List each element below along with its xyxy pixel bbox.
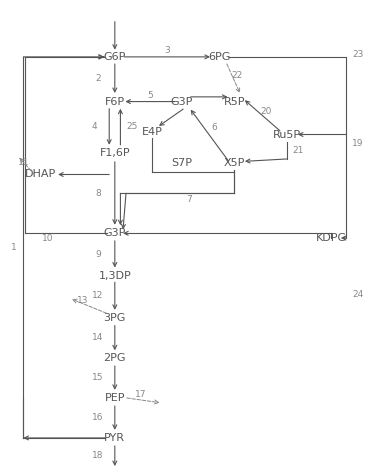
Text: 2PG: 2PG xyxy=(103,353,126,363)
Text: 2: 2 xyxy=(95,74,101,82)
Text: G3P: G3P xyxy=(171,97,193,107)
Text: KDPG: KDPG xyxy=(316,233,347,243)
Text: 18: 18 xyxy=(92,451,104,460)
Text: 6PG: 6PG xyxy=(208,52,230,62)
Text: X5P: X5P xyxy=(224,158,245,168)
Text: 21: 21 xyxy=(292,147,304,156)
Text: 12: 12 xyxy=(92,291,104,300)
Text: 1: 1 xyxy=(11,243,17,252)
Text: PYR: PYR xyxy=(104,433,125,443)
Text: G3P: G3P xyxy=(103,228,126,238)
Text: 16: 16 xyxy=(92,413,104,422)
Text: 6: 6 xyxy=(211,123,217,132)
Text: DHAP: DHAP xyxy=(25,169,56,179)
Text: 7: 7 xyxy=(186,195,193,204)
Text: 5: 5 xyxy=(147,91,153,100)
Text: PEP: PEP xyxy=(105,393,125,403)
Text: 17: 17 xyxy=(135,390,146,399)
Text: F6P: F6P xyxy=(105,97,125,107)
Text: 24: 24 xyxy=(352,290,363,299)
Text: 14: 14 xyxy=(92,333,104,342)
Text: 22: 22 xyxy=(232,71,243,80)
Text: 8: 8 xyxy=(95,189,101,198)
Text: 23: 23 xyxy=(352,50,363,59)
Text: E4P: E4P xyxy=(142,127,163,137)
Text: 10: 10 xyxy=(42,235,53,243)
Text: R5P: R5P xyxy=(224,97,245,107)
Text: 3: 3 xyxy=(164,46,170,55)
Text: 4: 4 xyxy=(91,122,97,131)
Text: 1,3DP: 1,3DP xyxy=(99,271,131,281)
Text: 20: 20 xyxy=(260,108,272,117)
Text: F1,6P: F1,6P xyxy=(100,149,130,159)
Text: 25: 25 xyxy=(126,122,137,131)
Text: 13: 13 xyxy=(77,296,89,305)
Text: S7P: S7P xyxy=(172,158,193,168)
Text: G6P: G6P xyxy=(103,52,126,62)
Text: 9: 9 xyxy=(95,250,101,259)
Text: 15: 15 xyxy=(92,373,104,382)
Text: 19: 19 xyxy=(352,139,363,149)
Text: 11: 11 xyxy=(17,158,29,167)
Text: Ru5P: Ru5P xyxy=(273,129,301,139)
Text: 3PG: 3PG xyxy=(103,313,126,323)
